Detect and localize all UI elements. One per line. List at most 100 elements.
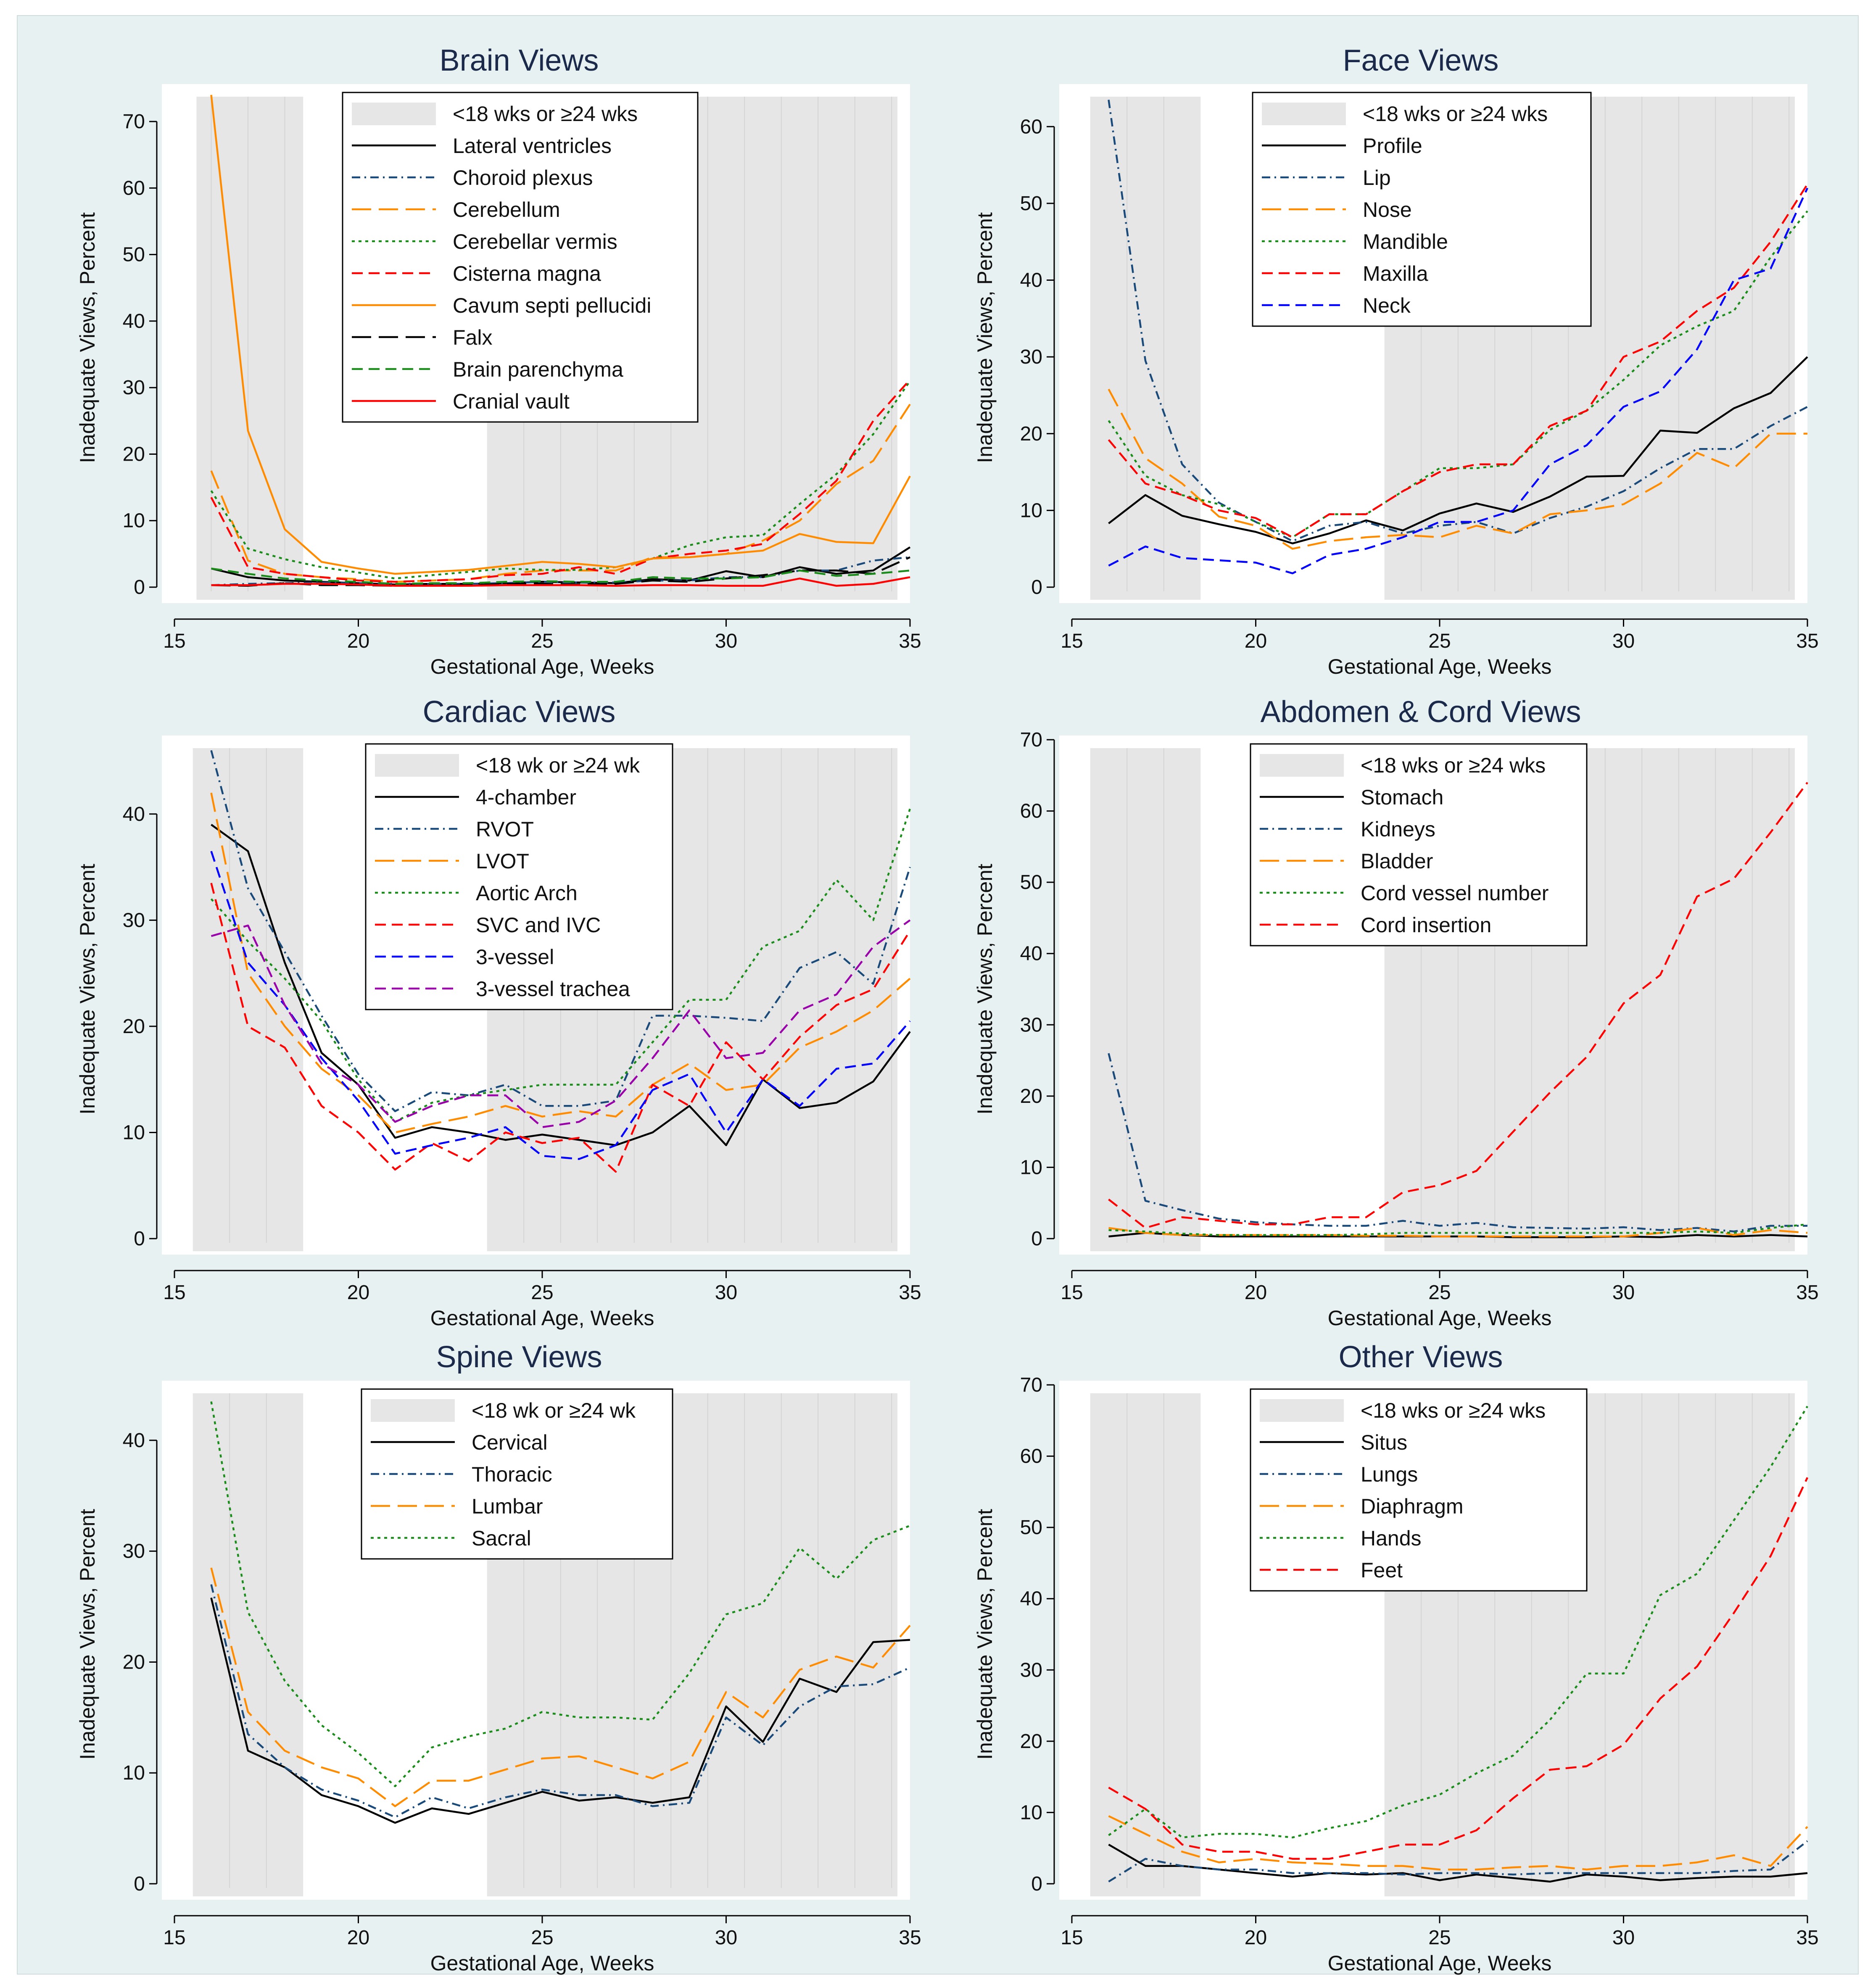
y-tick-label: 10 (1020, 499, 1042, 522)
series-line-thoracic (210, 1584, 910, 1818)
series-line-lumbar (210, 1567, 911, 1807)
legend-label: Feet (1361, 1558, 1403, 1582)
legend-label: Falx (453, 326, 492, 349)
y-tick-label: 0 (1031, 1228, 1042, 1250)
other-views-panel: Other Views 15 20 25 30 35 Gestational Age, We… (973, 1340, 1819, 1975)
legend-label: 3-vessel (476, 945, 554, 969)
x-tick-label: 30 (715, 630, 737, 652)
legend-label: Lateral ventricles (453, 134, 612, 158)
x-tick-label: 35 (899, 630, 921, 652)
y-tick-label: 40 (123, 1429, 145, 1452)
series-line-kidneys (1108, 1053, 1807, 1233)
legend-label: Lungs (1361, 1463, 1418, 1486)
y-tick-label: 40 (1020, 269, 1042, 292)
x-tick-label: 25 (1428, 1927, 1451, 1949)
series-line-hands (1108, 1405, 1808, 1839)
x-tick-label: 25 (531, 1281, 553, 1304)
y-tick-label: 50 (1020, 1516, 1042, 1539)
y-tick-label: 60 (123, 177, 145, 199)
x-tick-label: 30 (715, 1927, 737, 1949)
x-tick-label: 15 (163, 1281, 185, 1304)
y-tick-label: 20 (1020, 1085, 1042, 1107)
series-line-maxilla (1108, 184, 1808, 538)
legend-label: Kidneys (1361, 817, 1435, 841)
series-line-cervical (210, 1597, 910, 1824)
y-axis-label: Inadequate Views, Percent (973, 864, 997, 1115)
cardiac-views-panel: Cardiac Views 15 20 25 30 35 Gestational Age, … (76, 695, 921, 1330)
legend-label: Choroid plexus (453, 166, 593, 190)
legend-label: Diaphragm (1361, 1495, 1464, 1518)
series-line-feet (1108, 1477, 1809, 1860)
legend: <18 wks or ≥24 wks Situs Lungs Diaphragm Han… (1250, 1388, 1588, 1592)
y-tick-label: 50 (1020, 871, 1042, 894)
series-line-nose (1108, 388, 1807, 550)
legend-label: <18 wks or ≥24 wks (1361, 1399, 1546, 1422)
panel-title: Cardiac Views (423, 695, 616, 729)
y-tick-label: 40 (1020, 943, 1042, 965)
legend-label: Cord vessel number (1361, 881, 1549, 905)
y-tick-label: 20 (1020, 1730, 1042, 1753)
shaded-range-1 (1090, 97, 1201, 600)
legend-label: Cranial vault (453, 390, 570, 413)
series-line-4-chamber (211, 824, 911, 1147)
face-views-panel: Face Views 15 20 25 30 35 Gestational Age, Wee… (973, 44, 1819, 678)
legend-label: Situs (1361, 1431, 1407, 1454)
legend-label: Lip (1363, 166, 1391, 190)
y-tick-label: 70 (1020, 729, 1042, 751)
x-tick-label: 20 (347, 1927, 369, 1949)
x-tick-label: 35 (1796, 1281, 1818, 1304)
legend-box (1250, 1388, 1588, 1592)
series-line-profile (1108, 356, 1808, 545)
legend-label: Brain parenchyma (453, 358, 623, 381)
x-tick-label: 25 (531, 1927, 553, 1949)
y-tick-label: 30 (1020, 1659, 1042, 1681)
series-line-rvot (210, 750, 911, 1113)
panel-title: Face Views (1343, 44, 1499, 77)
series-line-svc-and-ivc (210, 883, 911, 1173)
y-tick-label: 40 (1020, 1588, 1042, 1610)
x-tick-label: 35 (1796, 630, 1818, 652)
x-axis-label: Gestational Age, Weeks (1328, 1306, 1552, 1330)
y-tick-label: 60 (1020, 1445, 1042, 1468)
x-tick-label: 35 (1796, 1927, 1818, 1949)
x-tick-label: 25 (531, 630, 553, 652)
series-line-sacral (210, 1401, 910, 1788)
y-tick-label: 0 (134, 1228, 145, 1250)
series-line-cavum-septi-pellucidi (210, 95, 911, 575)
legend-label: Aortic Arch (476, 881, 578, 905)
series-line-lvot (210, 792, 911, 1134)
y-axis-label: Inadequate Views, Percent (973, 212, 997, 463)
series-line-cisterna-magna (210, 379, 911, 583)
y-tick-label: 10 (123, 1121, 145, 1144)
series-line-choroid-plexus (211, 556, 910, 586)
legend-label: Mandible (1363, 230, 1448, 253)
x-tick-label: 20 (1245, 630, 1267, 652)
legend: <18 wks or ≥24 wks Stomach Kidneys Bladder C… (1250, 743, 1588, 947)
x-tick-label: 30 (1612, 1281, 1635, 1304)
x-tick-label: 35 (899, 1927, 921, 1949)
legend-label: <18 wks or ≥24 wks (1361, 754, 1546, 777)
y-tick-label: 50 (1020, 192, 1042, 215)
x-tick-label: 20 (347, 630, 369, 652)
y-axis-label: Inadequate Views, Percent (76, 1509, 99, 1760)
y-tick-label: 50 (123, 244, 145, 266)
y-tick-label: 40 (123, 310, 145, 332)
legend-label: Profile (1363, 134, 1422, 158)
legend: <18 wks or ≥24 wks Profile Lip Nose Mandible… (1252, 92, 1592, 327)
legend-label: 3-vessel trachea (476, 977, 630, 1001)
y-tick-label: 30 (1020, 1014, 1042, 1036)
legend-label: <18 wks or ≥24 wks (453, 102, 638, 126)
legend-shade-swatch (1260, 1399, 1344, 1422)
abdomen-cord-views-panel: Abdomen & Cord Views 15 20 25 30 35 Gestationa… (973, 695, 1819, 1330)
legend-label: <18 wks or ≥24 wks (1363, 102, 1548, 126)
series-line-neck (1108, 187, 1809, 575)
y-tick-label: 20 (123, 1015, 145, 1038)
legend-label: LVOT (476, 849, 529, 873)
legend-shade-swatch (1262, 103, 1346, 125)
legend-shade-swatch (371, 1399, 455, 1422)
legend-label: Bladder (1361, 849, 1433, 873)
legend-box (1252, 92, 1592, 327)
legend-label: Cervical (472, 1431, 548, 1454)
